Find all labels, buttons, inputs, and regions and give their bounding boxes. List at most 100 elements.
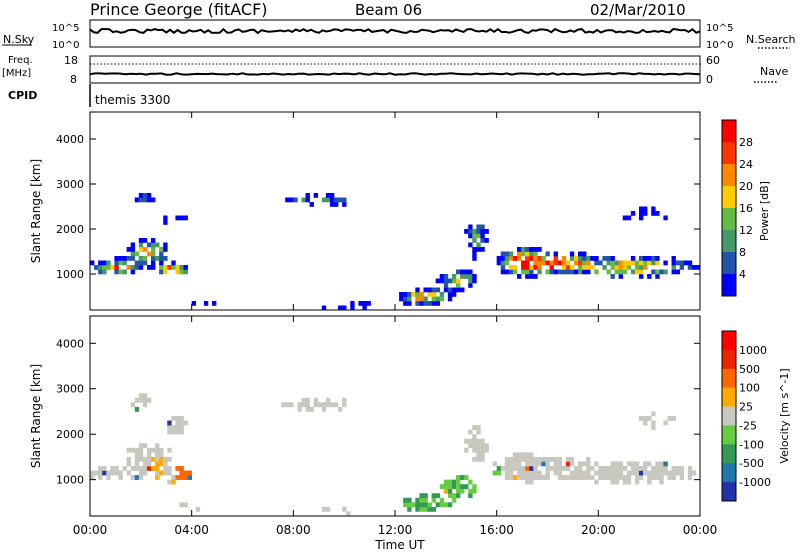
heatmap-cell <box>155 256 160 261</box>
heatmap-cell <box>419 497 424 503</box>
heatmap-cell <box>533 456 538 462</box>
heatmap-cell <box>598 466 603 471</box>
heatmap-cell <box>508 251 514 257</box>
heatmap-cell <box>167 456 172 462</box>
beam-title: Beam 06 <box>355 1 422 19</box>
heatmap-cell <box>447 292 453 297</box>
heatmap-cell <box>142 247 148 252</box>
heatmap-cell <box>171 429 176 435</box>
heatmap-cell <box>334 402 339 408</box>
heatmap-cell <box>431 292 436 297</box>
heatmap-cell <box>537 461 542 467</box>
heatmap-cell <box>512 466 518 471</box>
heatmap-cell <box>427 502 432 508</box>
heatmap-cell <box>138 447 144 453</box>
heatmap-cell <box>525 256 530 261</box>
heatmap-cell <box>447 479 453 485</box>
nsky-tick-low: 10^0 <box>52 40 79 51</box>
heatmap-cell <box>525 274 530 279</box>
heatmap-cell <box>118 256 123 261</box>
heatmap-cell <box>590 256 595 261</box>
heatmap-cell <box>472 438 477 444</box>
heatmap-cell <box>529 461 534 467</box>
heatmap-cell <box>163 269 168 275</box>
heatmap-cell <box>403 301 408 306</box>
heatmap-cell <box>675 260 680 266</box>
heatmap-cell <box>342 202 347 207</box>
heatmap-cell <box>309 406 314 412</box>
heatmap-cell <box>142 402 148 408</box>
heatmap-cell <box>151 466 156 471</box>
heatmap-cell <box>651 260 656 266</box>
colorbar-swatch <box>722 482 736 502</box>
heatmap-cell <box>614 461 619 467</box>
heatmap-cell <box>297 406 302 412</box>
heatmap-cell <box>447 287 453 293</box>
heatmap-cell <box>610 260 615 266</box>
heatmap-cell <box>451 493 457 499</box>
heatmap-cell <box>472 238 477 243</box>
heatmap-cell <box>317 402 323 408</box>
heatmap-cell <box>443 488 449 494</box>
heatmap-cell <box>175 269 180 275</box>
heatmap-cell <box>582 475 587 480</box>
heatmap-cell <box>423 287 428 293</box>
heatmap-cell <box>431 296 436 302</box>
heatmap-cell <box>594 269 599 275</box>
heatmap-cell <box>155 242 160 248</box>
heatmap-cell <box>134 452 140 458</box>
heatmap-cell <box>138 475 144 480</box>
heatmap-cell <box>529 479 534 485</box>
heatmap-cell <box>643 256 648 261</box>
heatmap-cell <box>146 251 152 257</box>
heatmap-cell <box>590 466 595 471</box>
heatmap-cell <box>569 265 575 270</box>
heatmap-cell <box>663 461 668 467</box>
heatmap-cell <box>504 466 510 471</box>
heatmap-cell <box>533 274 538 279</box>
heatmap-cell <box>549 456 554 462</box>
heatmap-cell <box>134 397 140 403</box>
heatmap-cell <box>460 269 465 275</box>
heatmap-cell <box>578 265 583 270</box>
heatmap-cell <box>130 475 136 480</box>
heatmap-cell <box>626 215 632 221</box>
heatmap-cell <box>610 479 615 485</box>
heatmap-cell <box>451 484 457 490</box>
heatmap-cell <box>443 484 449 490</box>
colorbar-tick-label: 16 <box>739 202 753 215</box>
heatmap-cell <box>622 265 628 270</box>
heatmap-cell <box>435 296 441 302</box>
heatmap-cell <box>647 260 652 266</box>
heatmap-cell <box>456 493 461 499</box>
heatmap-cell <box>476 429 481 435</box>
heatmap-cell <box>618 470 624 476</box>
heatmap-cell <box>142 238 148 243</box>
heatmap-cell <box>663 215 668 221</box>
heatmap-cell <box>476 452 481 458</box>
heatmap-cell <box>134 260 140 266</box>
heatmap-cell <box>655 256 660 261</box>
heatmap-cell <box>447 296 453 302</box>
heatmap-cell <box>183 265 188 270</box>
heatmap-cell <box>647 461 652 467</box>
heatmap-cell <box>451 479 457 485</box>
colorbar-frame <box>721 119 737 297</box>
heatmap-cell <box>159 461 164 467</box>
colorbar-swatch <box>722 463 736 483</box>
heatmap-cell <box>419 502 424 508</box>
heatmap-cell <box>159 247 164 252</box>
heatmap-cell <box>163 220 168 225</box>
heatmap-cell <box>541 456 546 462</box>
heatmap-cell <box>203 301 209 306</box>
heatmap-cell <box>675 466 680 471</box>
colorbar-tick-label: -1000 <box>739 476 771 489</box>
heatmap-cell <box>687 260 693 266</box>
heatmap-cell <box>126 470 131 476</box>
heatmap-cell <box>468 269 473 275</box>
heatmap-cell <box>130 269 136 275</box>
heatmap-cell <box>415 497 420 503</box>
heatmap-cell <box>468 278 473 284</box>
heatmap-cell <box>533 247 538 252</box>
heatmap-cell <box>114 265 119 270</box>
